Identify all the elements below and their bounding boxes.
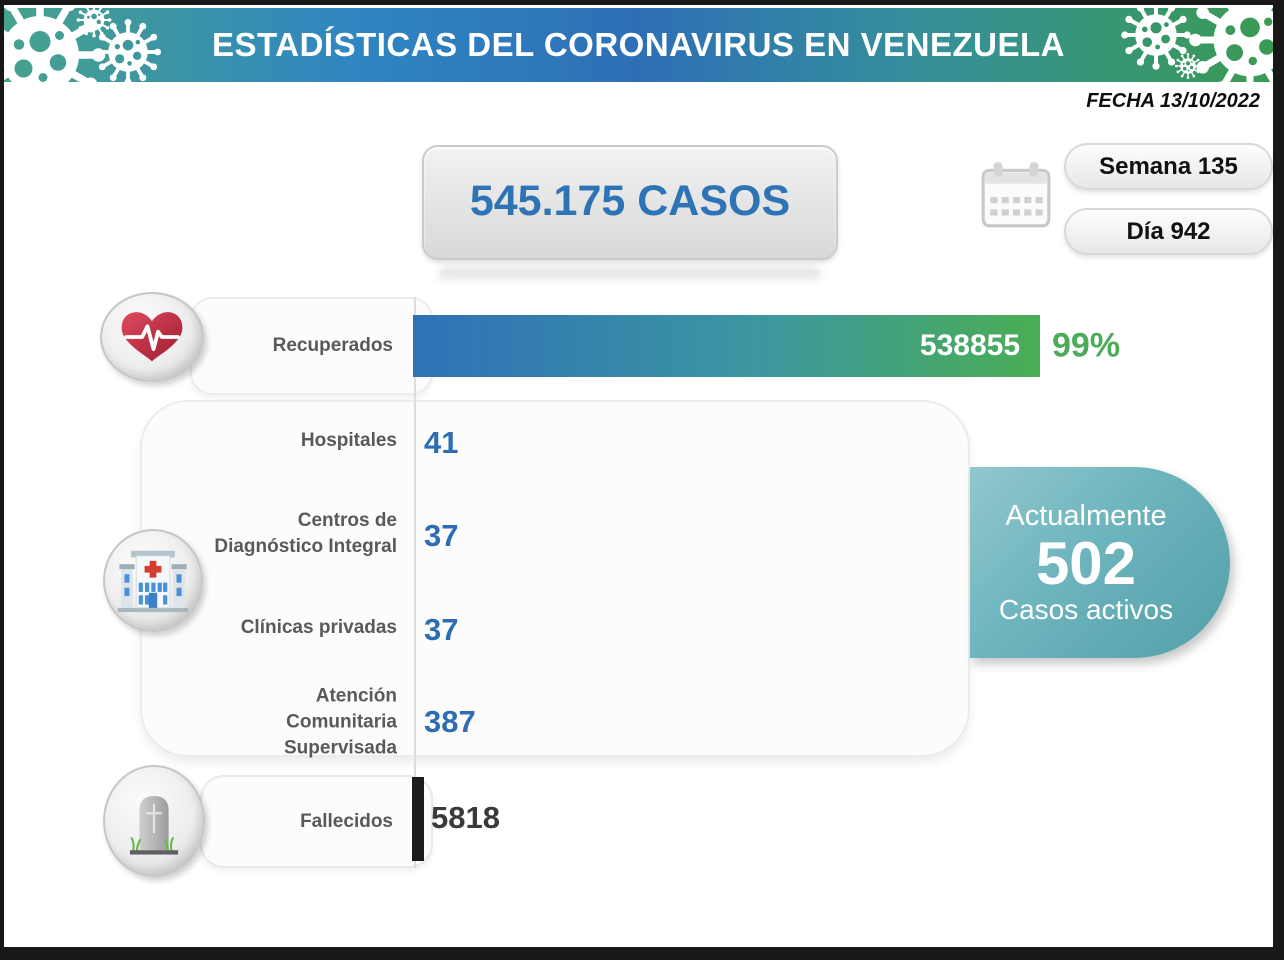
facility-row-label: Centros de Diagnóstico Integral: [214, 509, 397, 557]
deaths-label: Fallecidos: [300, 810, 393, 832]
heart-pulse-icon: [121, 312, 183, 362]
facility-row-value: 37: [424, 518, 459, 553]
deaths-label-box: Fallecidos: [200, 775, 433, 868]
recovered-label: Recuperados: [272, 335, 393, 356]
active-cases-value: 502: [1035, 529, 1137, 597]
active-cases-caption: Actualmente: [1005, 499, 1167, 532]
deaths-icon-circle: [103, 765, 205, 877]
calendar-icon: [981, 162, 1051, 228]
deaths-value: 5818: [431, 800, 500, 835]
hospital-icon: [117, 550, 189, 612]
week-badge: Semana 135: [1064, 143, 1273, 190]
recovered-value: 538855: [919, 329, 1020, 362]
facility-row-label: Clínicas privadas: [240, 616, 397, 638]
recovered-icon-circle: [100, 292, 204, 382]
page-title: ESTADÍSTICAS DEL CORONAVIRUS EN VENEZUEL…: [212, 26, 1065, 63]
day-badge: Día 942: [1064, 208, 1273, 255]
facilities-icon-circle: [103, 529, 203, 632]
facility-row-value: 41: [424, 425, 459, 460]
casos-box-reflection: [438, 268, 822, 284]
tombstone-icon: [129, 796, 179, 855]
recovered-percent: 99%: [1052, 326, 1121, 365]
total-cases-box: 545.175 CASOS: [422, 145, 838, 260]
active-cases-callout: Actualmente 502 Casos activos: [970, 467, 1230, 658]
recovered-label-box: Recuperados: [190, 297, 433, 395]
day-label: Día 942: [1126, 218, 1211, 245]
facility-row-value: 37: [424, 612, 459, 647]
deaths-bar: [412, 777, 424, 861]
active-cases-subcaption: Casos activos: [998, 593, 1174, 625]
facilities-panel: [140, 400, 970, 757]
date-label: FECHA 13/10/2022: [1086, 90, 1260, 112]
week-label: Semana 135: [1099, 153, 1238, 180]
axis-line: [414, 297, 416, 868]
facility-row-label: Atención Comunitaria Supervisada: [284, 685, 397, 760]
facility-row-value: 387: [424, 704, 476, 739]
recovered-bar: 538855: [413, 315, 1040, 377]
total-cases-value: 545.175 CASOS: [469, 177, 791, 225]
header-banner: ESTADÍSTICAS DEL CORONAVIRUS EN VENEZUEL…: [4, 8, 1273, 82]
facility-row-label: Hospitales: [300, 429, 397, 451]
